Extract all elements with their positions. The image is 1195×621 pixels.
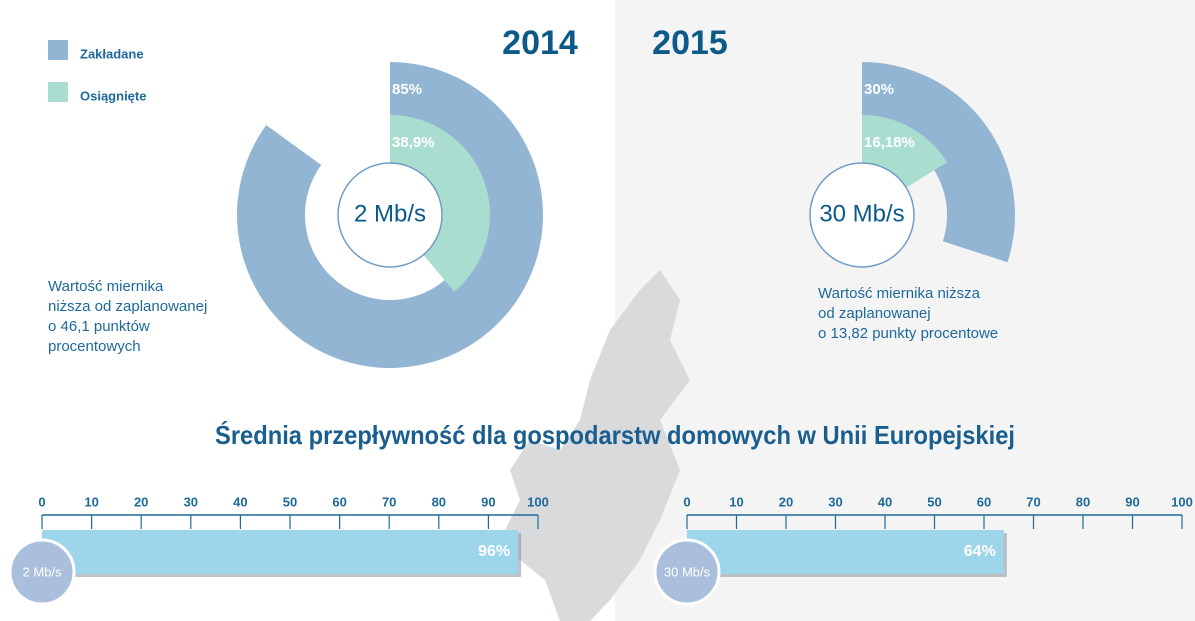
year-title: 2014	[502, 24, 578, 62]
center-label: 30 Mb/s	[819, 200, 904, 227]
x-tick-label: 70	[1026, 494, 1040, 509]
bar	[42, 530, 519, 574]
center-label: 2 Mb/s	[354, 200, 426, 227]
center-circle	[337, 162, 443, 268]
speed-label: 2 Mb/s	[22, 564, 62, 579]
note-line: Wartość miernika niższa	[818, 285, 981, 302]
note-line: procentowych	[48, 338, 141, 355]
speed-circle	[653, 538, 721, 606]
planned-label: 30%	[864, 81, 894, 98]
x-tick-label: 80	[432, 494, 446, 509]
x-tick-label: 30	[828, 494, 842, 509]
x-tick-label: 90	[1125, 494, 1139, 509]
x-tick-label: 50	[927, 494, 941, 509]
x-tick-label: 40	[233, 494, 247, 509]
legend-swatch	[48, 40, 68, 60]
x-tick-label: 10	[729, 494, 743, 509]
x-tick-label: 70	[382, 494, 396, 509]
bar-label: 96%	[478, 543, 510, 560]
speed-label: 30 Mb/s	[664, 564, 711, 579]
year-title: 2015	[652, 24, 728, 62]
bar-label: 64%	[964, 543, 996, 560]
x-tick-label: 10	[84, 494, 98, 509]
speed-circle	[8, 538, 76, 606]
x-tick-label: 30	[184, 494, 198, 509]
achieved-label: 38,9%	[392, 134, 435, 151]
note-line: niższa od zaplanowanej	[48, 298, 207, 315]
x-tick-label: 100	[527, 494, 549, 509]
x-tick-label: 40	[878, 494, 892, 509]
note-line: o 13,82 punkty procentowe	[818, 325, 998, 342]
legend-swatch	[48, 82, 68, 102]
center-circle	[809, 162, 915, 268]
europe-map	[500, 270, 690, 621]
bar	[687, 530, 1004, 574]
legend-label: Osiągnięte	[80, 88, 146, 103]
x-tick-label: 0	[38, 494, 45, 509]
x-tick-label: 60	[977, 494, 991, 509]
note-line: o 46,1 punktów	[48, 318, 150, 335]
note-line: od zaplanowanej	[818, 305, 931, 322]
x-tick-label: 20	[779, 494, 793, 509]
planned-arc	[237, 62, 544, 368]
x-tick-label: 80	[1076, 494, 1090, 509]
planned-label: 85%	[392, 81, 422, 98]
x-tick-label: 90	[481, 494, 495, 509]
achieved-label: 16,18%	[864, 134, 915, 151]
x-tick-label: 60	[332, 494, 346, 509]
x-tick-label: 100	[1171, 494, 1193, 509]
legend-label: Zakładane	[80, 46, 144, 61]
x-tick-label: 50	[283, 494, 297, 509]
x-tick-label: 20	[134, 494, 148, 509]
headline: Średnia przepływność dla gospodarstw dom…	[215, 420, 1015, 450]
x-tick-label: 0	[683, 494, 690, 509]
note-line: Wartość miernika	[48, 278, 164, 295]
